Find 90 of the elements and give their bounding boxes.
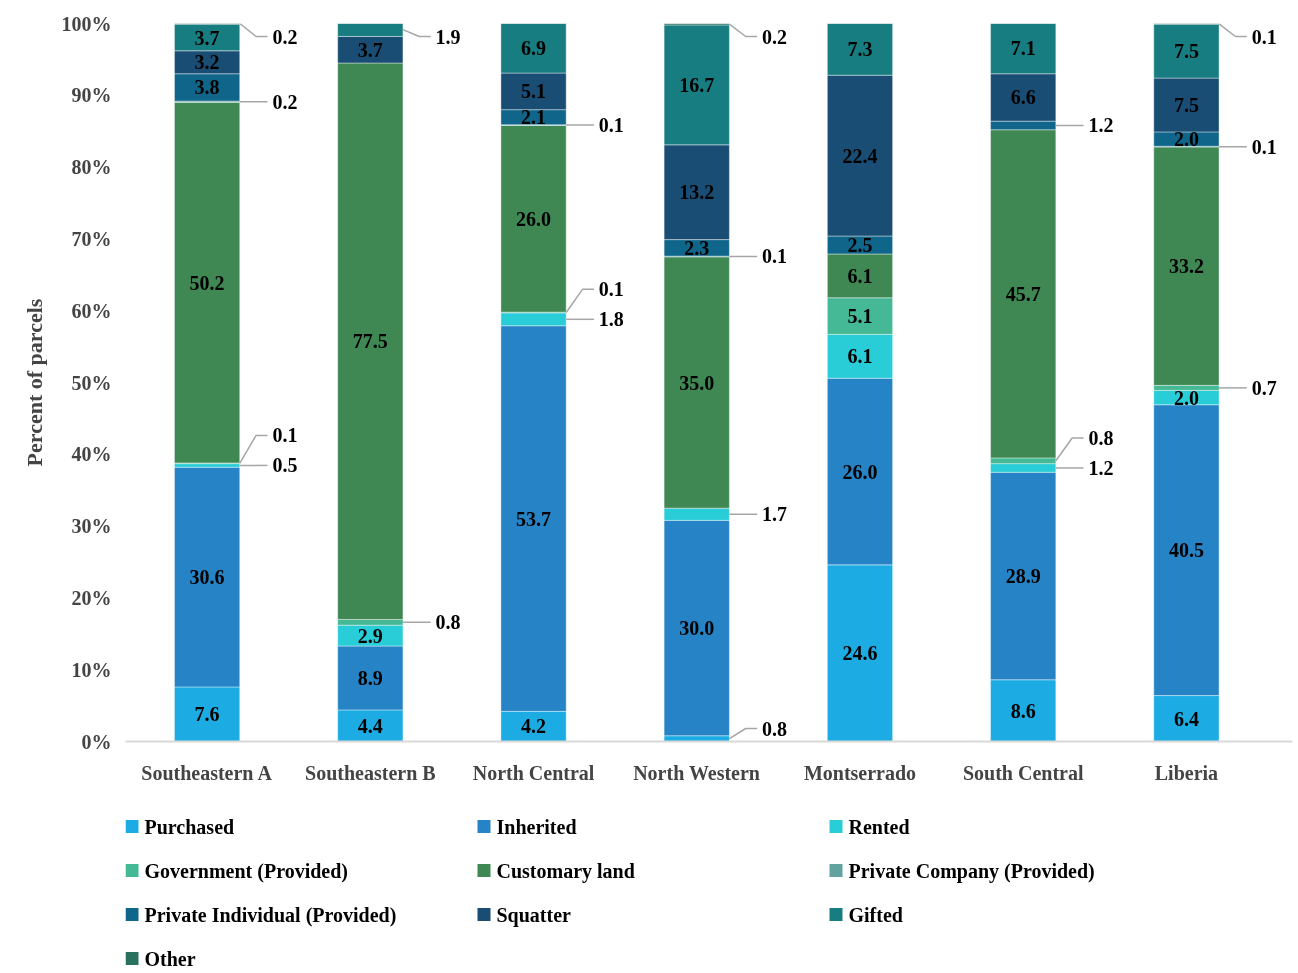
y-tick-label: 10% (71, 658, 112, 681)
data-label: 0.2 (762, 25, 788, 48)
data-label: 1.2 (1088, 114, 1114, 137)
data-label: 13.2 (679, 181, 715, 204)
data-label: 2.1 (521, 106, 547, 129)
data-label: 2.5 (847, 234, 873, 256)
legend-label: Other (144, 947, 196, 970)
y-tick-label: 40% (71, 443, 112, 466)
data-label: 1.7 (762, 503, 788, 526)
data-label: 3.8 (194, 76, 220, 99)
data-label: 2.9 (357, 624, 383, 647)
legend-label: Purchased (144, 815, 235, 838)
data-label: 30.0 (679, 617, 715, 640)
data-label: 24.6 (842, 642, 878, 665)
y-tick-label: 100% (61, 12, 112, 35)
legend-label: Government (Provided) (144, 859, 348, 883)
x-tick-label: North Western (633, 761, 760, 784)
x-tick-label: Southeastern A (141, 761, 273, 784)
legend-label: Private Company (Provided) (848, 859, 1095, 883)
data-label: 3.7 (194, 26, 220, 49)
data-label: 77.5 (352, 330, 388, 353)
data-label: 0.1 (272, 424, 298, 447)
data-label: 33.2 (1168, 255, 1204, 278)
data-label: 2.3 (684, 236, 710, 259)
data-label: 7.5 (1173, 93, 1199, 116)
x-tick-label: Montserrado (803, 761, 917, 784)
data-label: 2.0 (1173, 128, 1199, 151)
data-label: 6.1 (847, 264, 873, 287)
data-label: 5.1 (521, 80, 547, 103)
legend-label: Private Individual (Provided) (144, 903, 397, 927)
data-label: 0.1 (762, 245, 788, 268)
data-label: 45.7 (1005, 282, 1041, 305)
data-label: 40.5 (1168, 539, 1204, 562)
data-label: 0.8 (762, 717, 788, 740)
data-label: 4.4 (357, 714, 383, 737)
data-label: 8.9 (357, 666, 383, 689)
y-tick-label: 0% (81, 730, 112, 753)
data-label: 0.2 (272, 25, 298, 48)
x-tick-label: Southeastern B (305, 761, 436, 784)
data-label: 6.9 (521, 37, 547, 60)
data-label: 5.1 (847, 305, 873, 328)
y-tick-label: 60% (71, 299, 112, 322)
legend-label: Rented (848, 815, 910, 838)
data-label: 1.9 (435, 25, 461, 48)
data-label: 0.8 (435, 611, 461, 634)
data-label: 7.3 (847, 37, 873, 60)
data-label: 0.1 (598, 114, 624, 137)
data-label: 0.7 (1251, 376, 1277, 399)
data-label: 8.6 (1010, 699, 1036, 722)
y-tick-label: 70% (71, 227, 112, 250)
x-tick-label: South Central (962, 761, 1084, 784)
data-label: 1.8 (598, 308, 624, 331)
data-label: 22.4 (842, 144, 878, 167)
data-label: 0.1 (598, 278, 624, 301)
data-label: 1.2 (1088, 456, 1114, 479)
data-label: 6.4 (1173, 707, 1199, 730)
data-label: 3.7 (357, 38, 383, 61)
x-tick-label: North Central (472, 761, 595, 784)
data-label: 6.6 (1010, 86, 1036, 109)
data-label: 0.5 (272, 454, 298, 477)
data-label: 16.7 (679, 73, 715, 96)
data-label: 0.1 (1251, 135, 1277, 158)
y-tick-label: 80% (71, 156, 112, 179)
legend-label: Squatter (496, 903, 572, 927)
data-label: 53.7 (516, 507, 552, 530)
data-label: 26.0 (516, 207, 552, 230)
y-tick-label: 30% (71, 515, 112, 538)
data-label: 3.2 (194, 51, 220, 74)
legend-label: Gifted (848, 903, 903, 926)
y-tick-label: 20% (71, 586, 112, 609)
data-label: 30.6 (189, 566, 225, 589)
data-label: 0.1 (1251, 25, 1277, 48)
data-label: 0.8 (1088, 426, 1114, 449)
legend-label: Inherited (496, 815, 577, 838)
data-label: 0.2 (272, 90, 298, 113)
data-label: 4.2 (521, 715, 547, 738)
data-label: 50.2 (189, 271, 225, 294)
y-tick-label: 90% (71, 84, 112, 107)
legend-label: Customary land (496, 859, 635, 883)
x-tick-label: Liberia (1154, 761, 1219, 784)
y-axis-title: Percent of parcels (21, 298, 47, 467)
data-label: 7.6 (194, 703, 220, 726)
y-tick-label: 50% (71, 371, 112, 394)
data-label: 26.0 (842, 460, 878, 483)
data-label: 2.0 (1173, 386, 1199, 409)
data-label: 35.0 (679, 371, 715, 394)
data-label: 28.9 (1005, 565, 1041, 587)
data-label: 7.1 (1010, 37, 1036, 60)
data-label: 6.1 (847, 345, 873, 368)
data-label: 7.5 (1173, 40, 1199, 63)
